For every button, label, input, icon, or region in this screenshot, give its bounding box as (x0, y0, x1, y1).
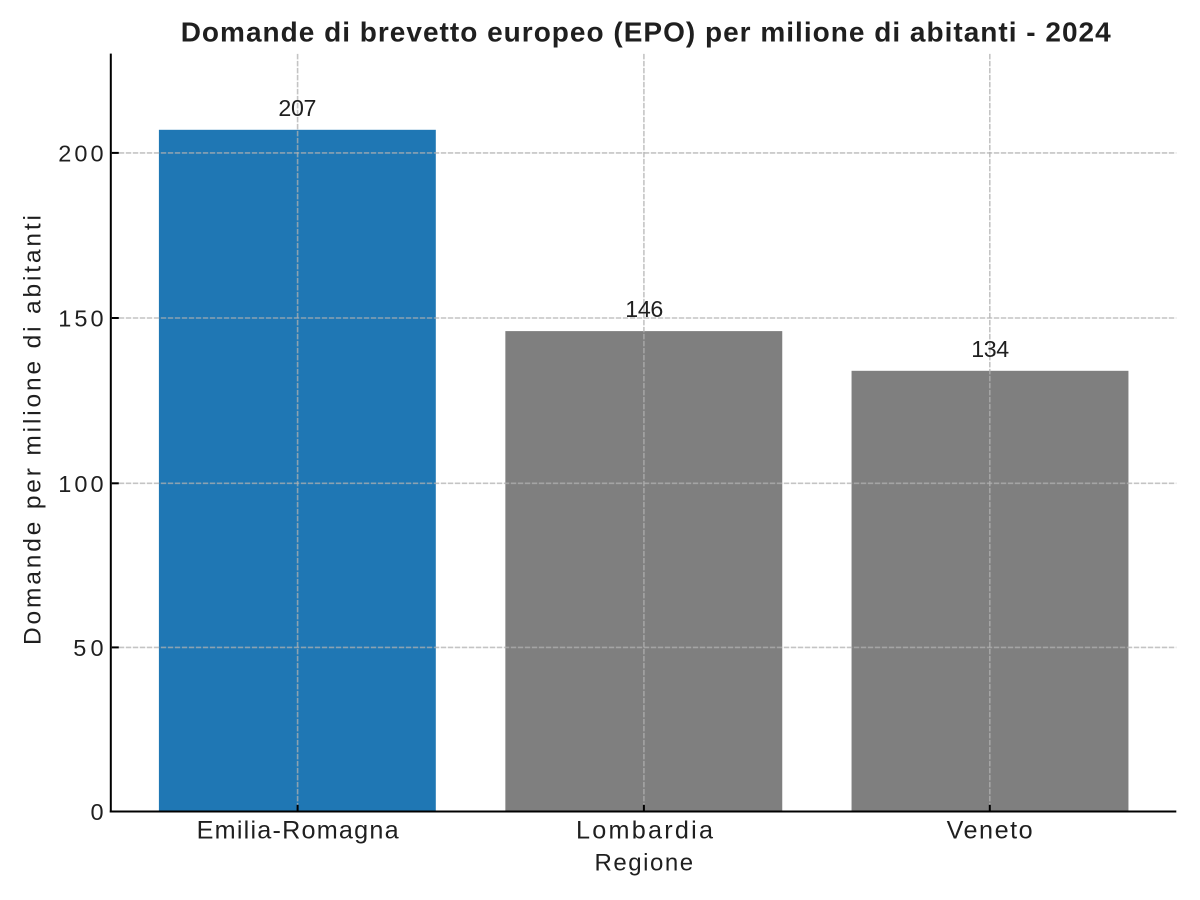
svg-text:Domande di brevetto europeo (E: Domande di brevetto europeo (EPO) per mi… (181, 17, 1111, 48)
svg-text:134: 134 (971, 336, 1009, 362)
svg-text:Veneto: Veneto (947, 816, 1033, 844)
svg-text:207: 207 (278, 95, 316, 121)
svg-text:150: 150 (58, 306, 103, 332)
svg-text:200: 200 (58, 141, 103, 167)
svg-text:Domande per milione di abitant: Domande per milione di abitanti (19, 215, 46, 645)
svg-text:Lombardia: Lombardia (576, 816, 714, 844)
svg-text:Emilia-Romagna: Emilia-Romagna (197, 816, 400, 844)
svg-text:Regione: Regione (595, 850, 694, 877)
svg-text:100: 100 (58, 471, 103, 497)
svg-text:146: 146 (625, 296, 663, 322)
svg-text:0: 0 (91, 799, 104, 825)
